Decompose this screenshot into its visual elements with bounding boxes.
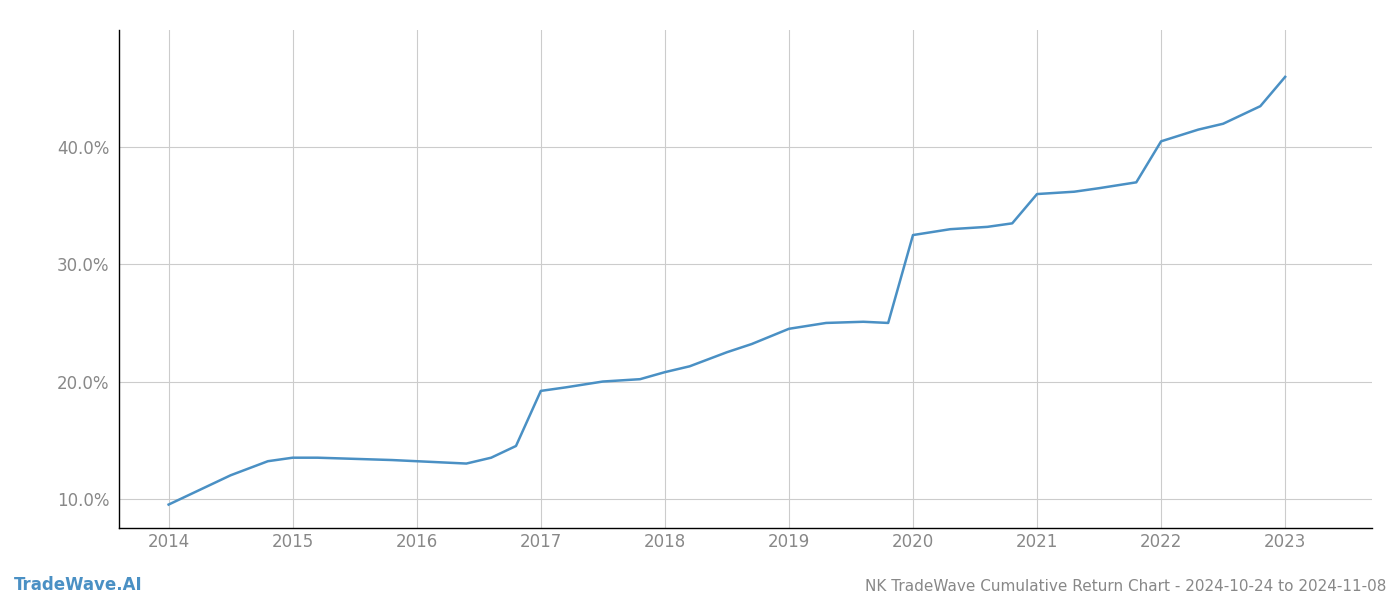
Text: TradeWave.AI: TradeWave.AI bbox=[14, 576, 143, 594]
Text: NK TradeWave Cumulative Return Chart - 2024-10-24 to 2024-11-08: NK TradeWave Cumulative Return Chart - 2… bbox=[865, 579, 1386, 594]
